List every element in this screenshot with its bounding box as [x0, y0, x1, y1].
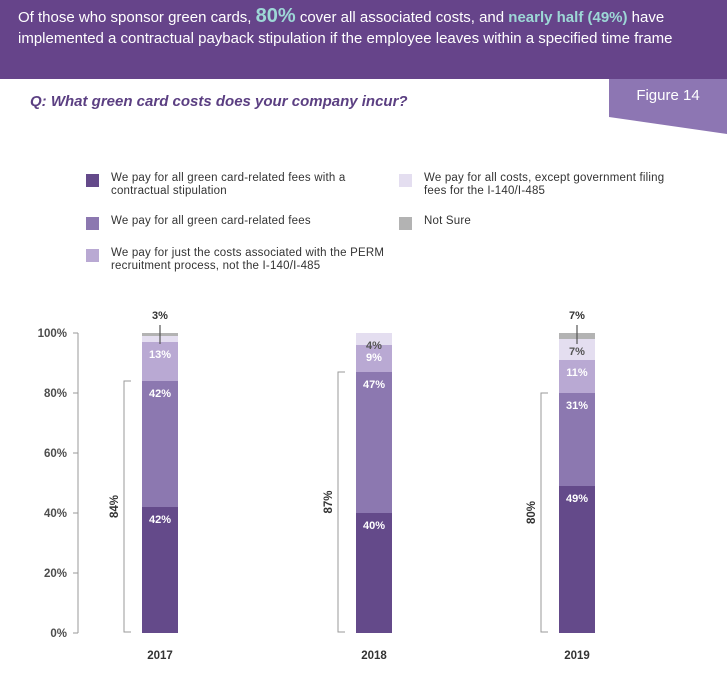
bar-segment — [356, 513, 392, 633]
bracket-label: 80% — [526, 501, 538, 524]
figure-label: Figure 14 — [636, 87, 700, 104]
header-banner: Of those who sponsor green cards, 80% co… — [0, 0, 727, 79]
x-category-label: 2018 — [361, 650, 387, 662]
data-label: 4% — [366, 340, 382, 352]
legend-swatch — [399, 217, 412, 230]
data-label: 42% — [149, 514, 171, 526]
data-label: 40% — [363, 520, 385, 532]
bar-segment — [142, 507, 178, 633]
y-tick-label: 20% — [44, 568, 67, 580]
headline-highlight-pct2: (49%) — [587, 9, 628, 26]
data-label: 7% — [569, 346, 585, 358]
legend-label: We pay for all green card-related fees — [111, 215, 311, 227]
y-tick-label: 0% — [50, 628, 67, 640]
bar-segment — [559, 339, 595, 360]
data-label: 49% — [566, 493, 588, 505]
legend-swatch — [86, 174, 99, 187]
bracket-label: 84% — [109, 495, 121, 518]
headline-highlight-pct: 80% — [255, 5, 296, 27]
bar-segment — [559, 486, 595, 633]
headline-part3: have implemented a contractual payback s… — [18, 9, 673, 47]
figure-tab-shape — [609, 79, 727, 134]
figure-tab: Figure 14 — [609, 79, 727, 134]
bar-segment — [356, 372, 392, 513]
headline-part2: cover all associated costs, and — [295, 9, 509, 26]
data-label: 31% — [566, 400, 588, 412]
y-tick-label: 60% — [44, 448, 67, 460]
x-category-label: 2019 — [564, 650, 590, 662]
bracket — [540, 392, 548, 633]
bar-segment — [356, 345, 392, 372]
legend-label: Not Sure — [424, 215, 471, 227]
headline: Of those who sponsor green cards, 80% co… — [18, 6, 708, 49]
data-label: 9% — [366, 352, 382, 364]
y-tick-label: 100% — [38, 328, 67, 340]
legend-label: We pay for all costs, except government … — [424, 172, 665, 197]
legend-label: We pay for just the costs associated wit… — [111, 247, 385, 272]
bracket-label: 87% — [323, 490, 335, 513]
data-label: 47% — [363, 379, 385, 391]
y-tick-label: 40% — [44, 508, 67, 520]
data-label: 11% — [566, 367, 588, 379]
x-category-label: 2017 — [147, 650, 173, 662]
bar-segment — [142, 342, 178, 381]
legend-swatch — [86, 249, 99, 262]
callout-label: 3% — [152, 310, 168, 322]
headline-part1: Of those who sponsor green cards, — [18, 9, 256, 26]
headline-highlight-half: nearly half — [508, 9, 584, 26]
question-heading: Q: What green card costs does your compa… — [30, 93, 408, 110]
stacked-bar-chart: 0% 20% 40% 60% 80% 100% 42% 42% 13% 3% 84% 2017 40% 4… — [38, 310, 595, 662]
legend-swatch — [399, 174, 412, 187]
bar-segment — [142, 381, 178, 507]
data-label: 13% — [149, 349, 171, 361]
bracket — [123, 380, 131, 633]
legend-swatch — [86, 217, 99, 230]
bracket — [337, 371, 345, 633]
y-tick-label: 80% — [44, 388, 67, 400]
legend-label: We pay for all green card-related fees w… — [111, 172, 346, 197]
bar-segment — [559, 393, 595, 486]
data-label: 42% — [149, 388, 171, 400]
bar-segment — [559, 360, 595, 393]
callout-label: 7% — [569, 310, 585, 322]
bar-segment — [356, 333, 392, 345]
